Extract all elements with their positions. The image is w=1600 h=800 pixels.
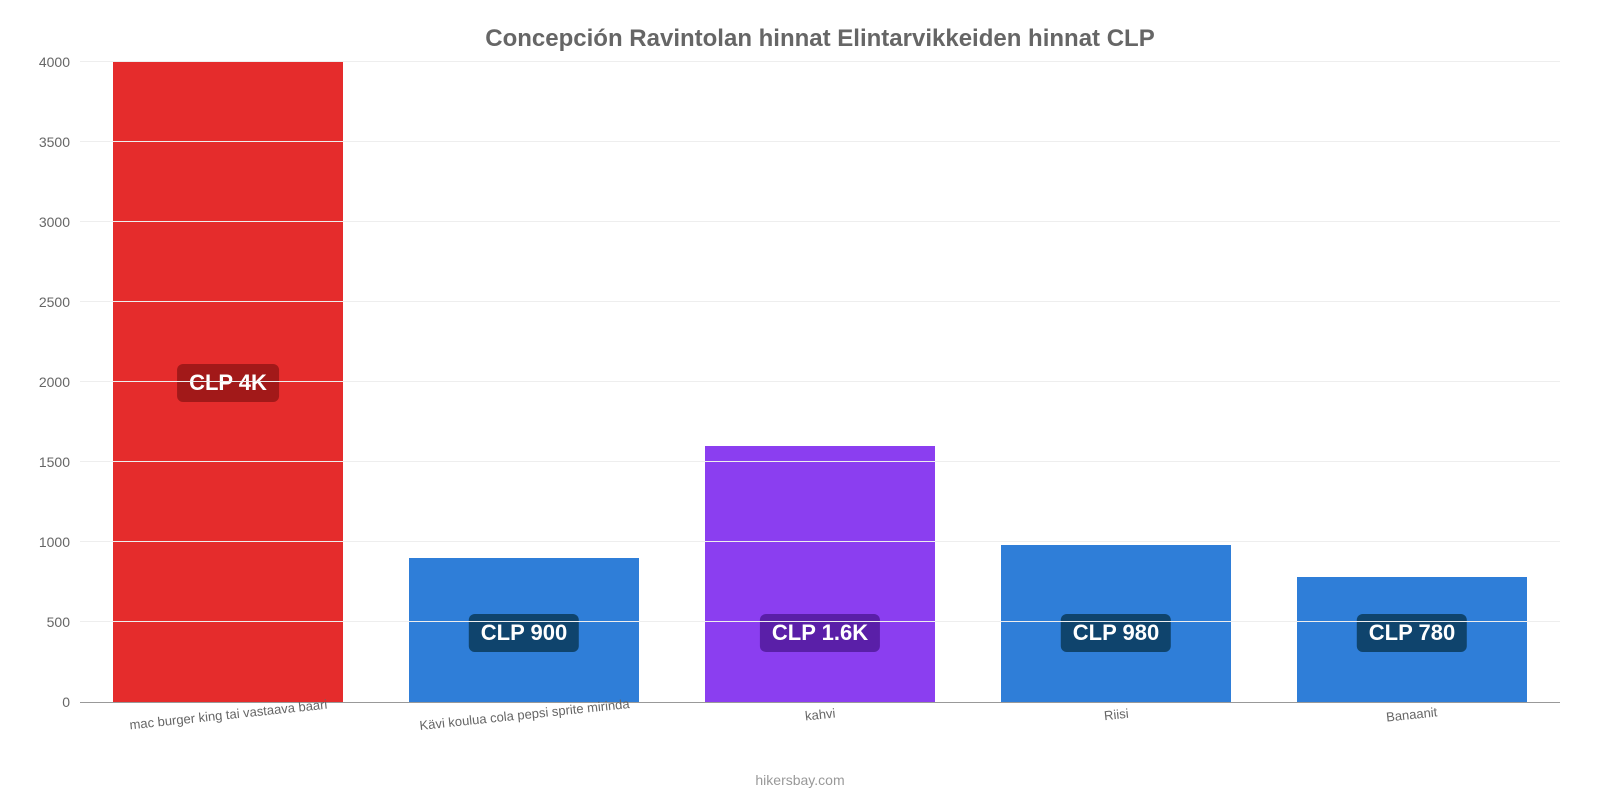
gridline bbox=[80, 301, 1560, 302]
gridline bbox=[80, 461, 1560, 462]
y-tick-label: 1000 bbox=[39, 534, 80, 550]
x-label-slot: Banaanit bbox=[1264, 706, 1560, 724]
gridline bbox=[80, 541, 1560, 542]
bar: CLP 4K bbox=[113, 62, 344, 702]
bars-row: CLP 4K CLP 900 CLP 1.6K CLP 980 CLP 780 bbox=[80, 63, 1560, 702]
chart-container: Concepción Ravintolan hinnat Elintarvikk… bbox=[0, 0, 1600, 800]
x-label-slot: Kävi koulua cola pepsi sprite mirinda bbox=[376, 706, 672, 724]
value-badge: CLP 900 bbox=[469, 614, 579, 652]
x-axis-label: Banaanit bbox=[1386, 704, 1439, 724]
gridline bbox=[80, 221, 1560, 222]
gridline bbox=[80, 381, 1560, 382]
x-axis-labels: mac burger king tai vastaava baariKävi k… bbox=[80, 706, 1560, 724]
chart-title: Concepción Ravintolan hinnat Elintarvikk… bbox=[80, 25, 1560, 53]
plot-area: CLP 4KCLP 900CLP 1.6KCLP 980CLP 780 mac … bbox=[80, 63, 1560, 703]
attribution-text: hikersbay.com bbox=[0, 772, 1600, 788]
y-tick-label: 0 bbox=[62, 694, 80, 710]
gridline bbox=[80, 61, 1560, 62]
bar: CLP 980 bbox=[1001, 545, 1232, 702]
x-axis-label: mac burger king tai vastaava baari bbox=[128, 697, 327, 733]
y-tick-label: 3500 bbox=[39, 134, 80, 150]
y-tick-label: 2000 bbox=[39, 374, 80, 390]
bar-slot: CLP 900 bbox=[376, 63, 672, 702]
gridline bbox=[80, 621, 1560, 622]
bar-slot: CLP 4K bbox=[80, 63, 376, 702]
x-label-slot: mac burger king tai vastaava baari bbox=[80, 706, 376, 724]
bar: CLP 900 bbox=[409, 558, 640, 702]
value-badge: CLP 980 bbox=[1061, 614, 1171, 652]
gridline bbox=[80, 141, 1560, 142]
value-badge: CLP 780 bbox=[1357, 614, 1467, 652]
x-label-slot: kahvi bbox=[672, 706, 968, 724]
y-tick-label: 2500 bbox=[39, 294, 80, 310]
y-tick-label: 4000 bbox=[39, 54, 80, 70]
bar-slot: CLP 980 bbox=[968, 63, 1264, 702]
bar: CLP 1.6K bbox=[705, 446, 936, 702]
value-badge: CLP 1.6K bbox=[760, 614, 880, 652]
y-tick-label: 1500 bbox=[39, 454, 80, 470]
bar-slot: CLP 780 bbox=[1264, 63, 1560, 702]
y-tick-label: 500 bbox=[47, 614, 80, 630]
bar: CLP 780 bbox=[1297, 577, 1528, 702]
y-tick-label: 3000 bbox=[39, 214, 80, 230]
x-axis-label: kahvi bbox=[804, 705, 836, 723]
x-axis-label: Riisi bbox=[1103, 706, 1129, 723]
x-label-slot: Riisi bbox=[968, 706, 1264, 724]
value-badge: CLP 4K bbox=[177, 364, 279, 402]
bar-slot: CLP 1.6K bbox=[672, 63, 968, 702]
